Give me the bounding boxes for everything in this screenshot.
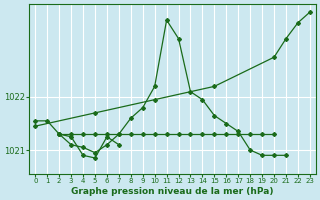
X-axis label: Graphe pression niveau de la mer (hPa): Graphe pression niveau de la mer (hPa): [71, 187, 274, 196]
